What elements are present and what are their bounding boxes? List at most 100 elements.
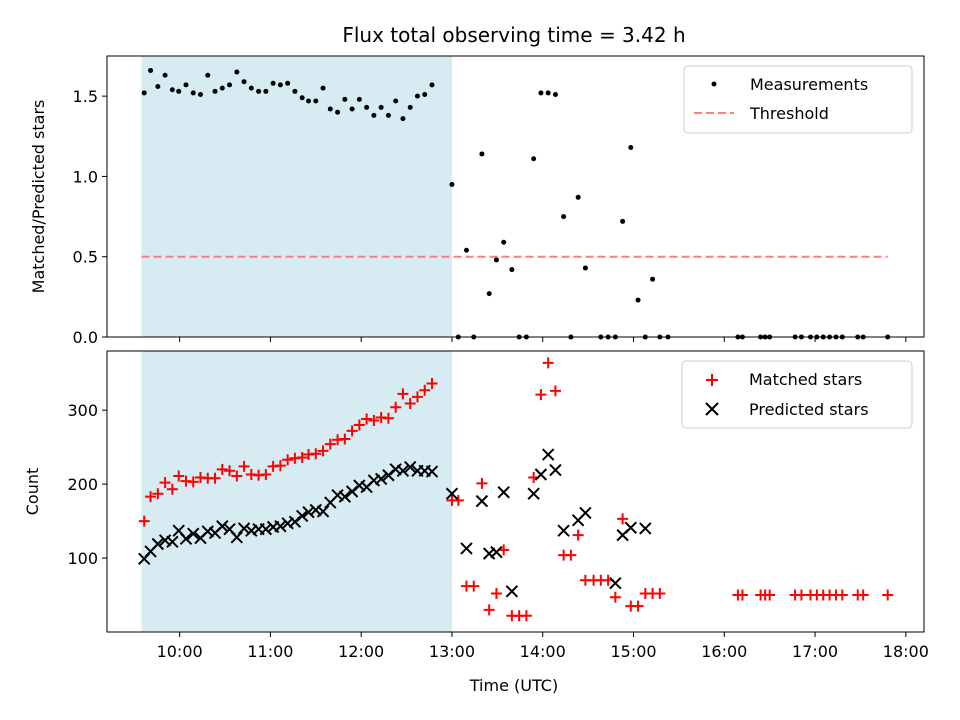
top-legend-box [683,65,913,134]
matched-star-point [145,491,157,503]
top-y-axis-label: Matched/Predicted stars [29,100,48,294]
measurement-point [248,85,254,91]
matched-star-point [617,513,629,525]
predicted-star-point [549,463,562,477]
measurement-point [393,98,399,104]
matched-star-point [224,465,236,477]
matched-star-point [138,515,150,527]
predicted-star-point [187,527,200,540]
matched-star-point [654,588,666,600]
legend-marker-measurements [711,81,717,87]
measurement-point [371,112,377,118]
predicted-star-point [490,545,503,559]
matched-star-point [361,413,373,425]
matched-star-point [324,438,336,450]
predicted-star-point [445,487,459,500]
top-panel: 0.0 0.5 1.0 1.5 Matched/Predicted stars Mea… [29,55,925,347]
measurement-point [190,90,196,96]
measurement-point [400,116,406,122]
measurement-point [234,69,240,75]
matched-star-point [419,384,431,396]
measurement-point [531,156,537,162]
matched-star-point [173,470,185,482]
measurement-point [335,109,341,115]
matched-star-point [339,433,351,445]
measurement-point [342,96,348,102]
measurement-point [414,93,420,99]
bottom-shaded-span [141,351,452,632]
matched-star-point [238,460,250,472]
matched-star-point [535,389,547,401]
predicted-star-point [179,532,193,546]
measurement-point [270,80,276,86]
measurement-point [227,82,233,88]
x-tick-label: 12:00 [338,642,384,661]
matched-star-point [397,388,409,400]
measurement-point [486,291,492,297]
measurement-point [205,72,211,78]
top-axes-frame [106,55,925,338]
matched-star-point [216,463,228,475]
measurement-point [501,239,507,245]
matched-points [138,357,894,622]
predicted-star-point [609,576,622,590]
bottom-legend: Matched stars Predicted stars [681,360,913,429]
predicted-star-point [460,542,473,555]
measurement-point [429,82,435,88]
matched-star-point [310,448,322,460]
measurement-point [582,265,588,271]
predicted-star-point [403,460,417,474]
matched-star-point [390,401,402,413]
predicted-star-point [302,505,315,519]
measurement-point [313,98,319,104]
matched-star-point [346,425,358,437]
y-tick-label: 200 [67,475,98,494]
matched-star-point [520,610,532,622]
bottom-panel: 100 200 300 10:00 11:00 12:00 13:00 14:00 15:00… [23,350,929,695]
measurement-point [561,214,567,220]
predicted-star-point [497,486,510,499]
matched-star-point [764,589,776,601]
matched-star-point [353,419,365,431]
measurement-point [493,257,499,263]
measurement-point [545,90,551,96]
measurement-point [449,181,455,187]
predicted-star-point [579,506,592,520]
x-axis-label: Time (UTC) [469,676,558,695]
matched-star-point [483,604,495,616]
measurement-point [176,88,182,94]
matched-star-point [836,589,848,601]
measurement-point [628,145,634,151]
x-tick-label: 15:00 [610,642,656,661]
x-tick-label: 13:00 [429,642,475,661]
bottom-axes-frame [106,350,925,633]
measurement-point [422,92,428,98]
predicted-star-point [639,522,652,535]
predicted-star-point [425,465,439,478]
matched-star-point [159,477,171,489]
measurement-point [463,247,469,253]
predicted-star-point [259,523,273,536]
matched-star-point [452,494,464,506]
matched-star-point [152,488,164,500]
measurement-point [241,79,247,85]
measurement-point [285,80,291,86]
predicted-star-point [374,472,388,486]
measurement-point [198,92,204,98]
predicted-star-point [151,537,165,551]
measurement-point [162,72,168,78]
predicted-star-point [475,494,489,508]
predicted-star-point [557,524,570,537]
matched-star-point [632,600,644,612]
top-x-ticks [179,337,907,342]
measurement-point [364,104,370,110]
legend-label-predicted: Predicted stars [749,400,869,419]
matched-star-point [296,451,308,463]
matched-star-point [549,385,561,397]
predicted-star-point [230,531,244,544]
measurement-point [263,88,269,94]
bottom-legend-box [681,360,913,429]
measurement-point [169,87,175,93]
measurement-point [575,194,581,200]
predicted-star-point [527,487,540,500]
